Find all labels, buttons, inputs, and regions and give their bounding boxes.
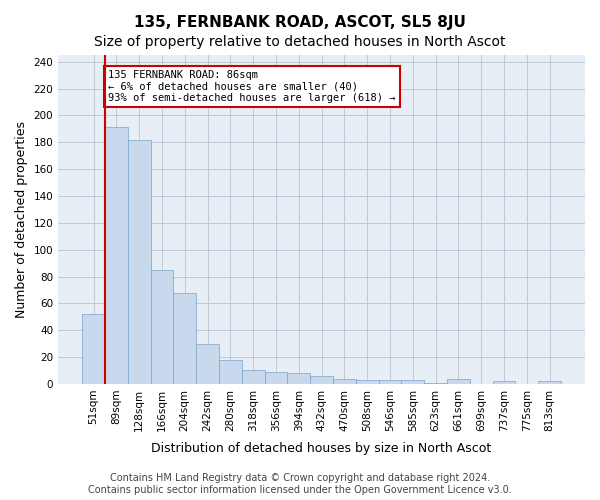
Bar bbox=[242, 370, 265, 384]
Bar bbox=[493, 381, 515, 384]
X-axis label: Distribution of detached houses by size in North Ascot: Distribution of detached houses by size … bbox=[151, 442, 492, 455]
Bar bbox=[424, 382, 447, 384]
Bar bbox=[287, 373, 310, 384]
Text: Size of property relative to detached houses in North Ascot: Size of property relative to detached ho… bbox=[94, 35, 506, 49]
Bar bbox=[265, 372, 287, 384]
Bar bbox=[105, 128, 128, 384]
Bar bbox=[379, 380, 401, 384]
Bar bbox=[128, 140, 151, 384]
Bar bbox=[196, 344, 219, 384]
Bar bbox=[82, 314, 105, 384]
Bar bbox=[333, 378, 356, 384]
Text: 135 FERNBANK ROAD: 86sqm
← 6% of detached houses are smaller (40)
93% of semi-de: 135 FERNBANK ROAD: 86sqm ← 6% of detache… bbox=[109, 70, 396, 103]
Bar bbox=[447, 378, 470, 384]
Bar bbox=[310, 376, 333, 384]
Bar bbox=[356, 380, 379, 384]
Bar bbox=[401, 380, 424, 384]
Bar bbox=[219, 360, 242, 384]
Bar bbox=[151, 270, 173, 384]
Text: 135, FERNBANK ROAD, ASCOT, SL5 8JU: 135, FERNBANK ROAD, ASCOT, SL5 8JU bbox=[134, 15, 466, 30]
Y-axis label: Number of detached properties: Number of detached properties bbox=[15, 121, 28, 318]
Bar bbox=[538, 381, 561, 384]
Text: Contains HM Land Registry data © Crown copyright and database right 2024.
Contai: Contains HM Land Registry data © Crown c… bbox=[88, 474, 512, 495]
Bar bbox=[173, 292, 196, 384]
